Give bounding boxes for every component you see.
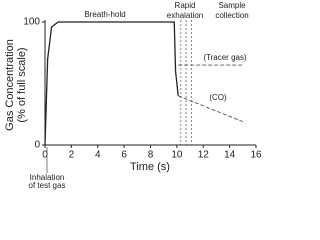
x-axis-label: Time (s) xyxy=(130,161,170,173)
y-axis-label: (% of full scale) xyxy=(16,47,28,122)
annotation: of test gas xyxy=(29,181,66,190)
series-line xyxy=(178,95,243,123)
x-tick-label: 8 xyxy=(148,150,154,161)
annotation: Sample xyxy=(218,1,246,10)
annotation: collection xyxy=(215,11,248,20)
y-axis-label: Gas Concentration xyxy=(4,39,16,131)
annotation: Inhalation xyxy=(30,173,65,182)
x-tick-label: 10 xyxy=(171,150,183,161)
annotation: Rapid xyxy=(175,1,196,10)
x-tick-label: 16 xyxy=(250,150,262,161)
x-tick-label: 0 xyxy=(42,150,48,161)
x-tick-label: 12 xyxy=(198,150,210,161)
chart: Time (s) Gas Concentration (% of full sc… xyxy=(4,1,262,190)
series-line xyxy=(44,21,179,146)
y-tick-label: 0 xyxy=(34,140,40,151)
x-tick-label: 4 xyxy=(95,150,101,161)
annotation: (Tracer gas) xyxy=(203,53,247,62)
x-tick-label: 6 xyxy=(121,150,127,161)
annotation: Breath-hold xyxy=(84,10,125,19)
y-tick-label: 100 xyxy=(23,17,40,28)
annotation: exhalation xyxy=(167,11,203,20)
x-tick-label: 14 xyxy=(224,150,236,161)
x-tick-label: 2 xyxy=(69,150,75,161)
annotation: (CO) xyxy=(209,93,227,102)
